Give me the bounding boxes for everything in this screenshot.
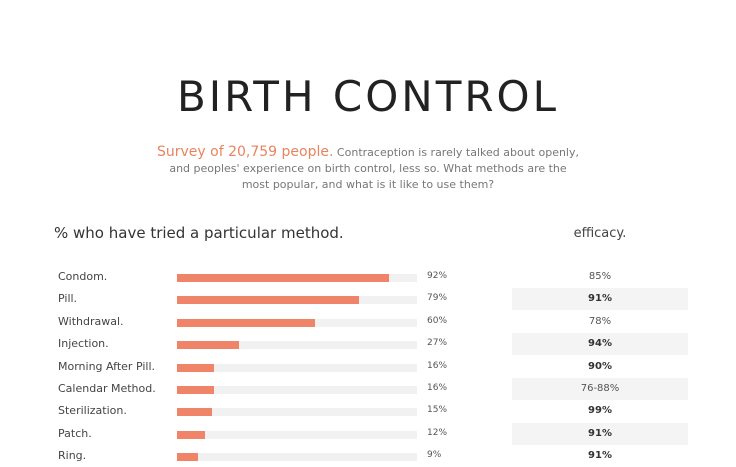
efficacy-value: 91%	[588, 450, 612, 462]
value-label: 79%	[427, 293, 448, 304]
chart-row: Pill. 79% 91%	[0, 288, 736, 311]
bar	[177, 296, 360, 305]
value-label: 60%	[427, 315, 448, 326]
efficacy-value: 85%	[588, 271, 612, 282]
bar	[177, 430, 205, 439]
chart-row: Sterilization. 15% 99%	[0, 400, 736, 422]
bar	[177, 318, 316, 327]
efficacy-value: 91%	[588, 427, 612, 439]
bar-track	[177, 453, 417, 462]
page-title: BIRTH CONTROL	[176, 72, 559, 121]
category-label: Morning After Pill.	[58, 359, 155, 373]
category-label: Sterilization.	[58, 404, 127, 418]
chart-row: Morning After Pill. 16% 90%	[0, 356, 736, 378]
chart-row: Patch. 12% 91%	[0, 422, 736, 445]
subtitle-line-3: most popular, and what is it like to use…	[241, 178, 495, 191]
usage-chart-header: % who have tried a particular method.	[54, 224, 344, 242]
chart-row: Calendar Method. 16% 76-88%	[0, 378, 736, 400]
bar	[177, 408, 212, 417]
efficacy-row-shade	[512, 333, 688, 356]
category-label: Ring.	[58, 449, 87, 463]
category-label: Pill.	[58, 292, 78, 306]
efficacy-value: 91%	[588, 293, 612, 305]
value-label: 92%	[427, 271, 448, 281]
efficacy-column-header: efficacy.	[573, 226, 627, 241]
category-label: Condom.	[58, 270, 108, 283]
chart-row: Injection. 27% 94%	[0, 333, 736, 356]
category-label: Injection.	[58, 337, 109, 351]
subtitle: Survey of 20,759 people. Contraception i…	[0, 144, 736, 193]
value-label: 15%	[427, 405, 448, 416]
efficacy-value: 94%	[588, 338, 612, 350]
chart-row: Condom. 92% 85%	[0, 266, 736, 288]
value-label: 27%	[427, 338, 448, 349]
efficacy-row-shade	[512, 378, 688, 400]
bar	[177, 386, 214, 394]
bar-track	[177, 386, 417, 394]
value-label: 9%	[427, 450, 442, 461]
efficacy-row-shade	[512, 288, 688, 311]
value-label: 12%	[427, 427, 448, 438]
subtitle-line-1: Contraception is rarely talked about ope…	[333, 146, 579, 159]
efficacy-value: 78%	[588, 315, 612, 327]
bar-track	[177, 341, 417, 350]
subtitle-line-2: and peoples' experience on birth control…	[169, 162, 567, 175]
category-label: Patch.	[58, 426, 92, 440]
efficacy-row-shade	[512, 422, 688, 445]
efficacy-value: 99%	[588, 405, 612, 417]
bar	[177, 341, 240, 350]
value-label: 16%	[427, 383, 448, 393]
bar	[177, 453, 198, 462]
bar-track	[177, 430, 417, 439]
bar-track	[177, 274, 417, 282]
efficacy-value: 90%	[588, 360, 612, 372]
bar	[177, 274, 389, 282]
chart-row: Ring. 9% 91%	[0, 445, 736, 467]
bar-track	[177, 408, 417, 417]
category-label: Withdrawal.	[58, 314, 124, 328]
bar	[177, 363, 214, 372]
bar-track	[177, 363, 417, 372]
chart-row: Withdrawal. 60% 78%	[0, 311, 736, 333]
category-label: Calendar Method.	[58, 382, 156, 395]
bar-track	[177, 318, 417, 327]
bar-track	[177, 296, 417, 305]
efficacy-value: 76-88%	[580, 383, 620, 394]
value-label: 16%	[427, 360, 448, 371]
subtitle-highlight: Survey of 20,759 people.	[157, 144, 334, 160]
